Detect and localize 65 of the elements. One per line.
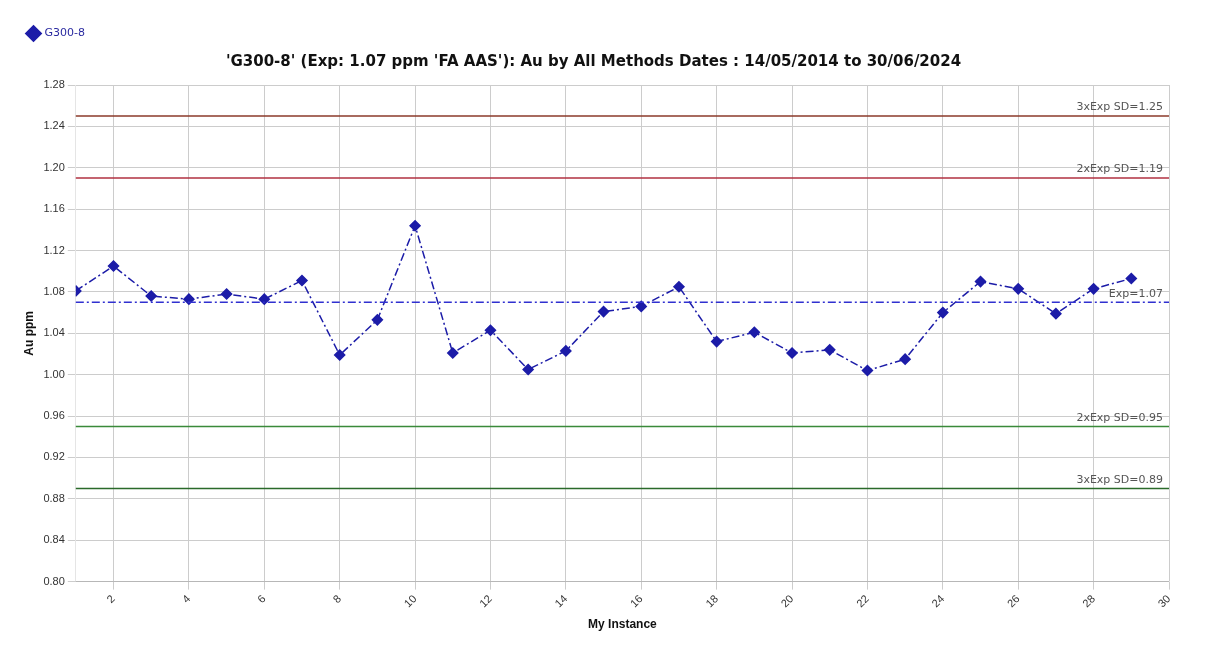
point [937, 306, 949, 319]
ref-line-label: 2xExp SD=0.95 [1076, 410, 1163, 424]
point [635, 300, 647, 313]
point [371, 314, 384, 326]
y-axis-title: Au ppm [21, 310, 36, 356]
point [1125, 272, 1138, 285]
point [710, 335, 723, 348]
point [107, 260, 120, 272]
point [861, 364, 874, 377]
x-tick-label: 28 [1080, 592, 1098, 610]
x-tick-label: 2 [104, 592, 118, 606]
legend-label: G300-8 [44, 26, 85, 40]
point [974, 275, 987, 288]
x-tick-label: 8 [330, 592, 344, 606]
y-tick-label: 1.00 [43, 367, 65, 380]
point [522, 363, 534, 376]
point [484, 324, 497, 336]
point [748, 326, 761, 339]
y-tick-label: 0.88 [43, 491, 65, 504]
y-tick-label: 0.92 [43, 450, 65, 463]
x-tick-label: 24 [929, 592, 947, 610]
point [220, 288, 233, 300]
x-tick-label: 4 [179, 592, 193, 606]
point [786, 347, 798, 359]
point [296, 274, 308, 287]
x-tick-label: 14 [552, 592, 570, 610]
y-tick-label: 1.28 [43, 78, 65, 91]
point [258, 293, 271, 305]
point [447, 347, 459, 359]
y-tick-label: 0.96 [43, 409, 65, 422]
ref-line-label: 2xExp SD=1.19 [1076, 162, 1163, 176]
y-tick-label: 1.24 [43, 119, 65, 132]
x-tick-label: 18 [703, 592, 721, 610]
x-tick-label: 30 [1155, 592, 1173, 610]
x-tick-label: 10 [401, 592, 419, 610]
y-tick-label: 0.84 [43, 533, 65, 546]
point [1012, 283, 1024, 295]
point [597, 305, 610, 318]
point [145, 290, 157, 302]
point [823, 344, 836, 356]
point [560, 345, 572, 357]
point [409, 219, 421, 232]
ref-line-label: 3xExp SD=0.89 [1076, 472, 1163, 486]
x-axis-title: My Instance [588, 617, 658, 632]
x-tick-label: 22 [853, 592, 871, 610]
point [1050, 307, 1062, 320]
y-tick-label: 1.04 [43, 326, 65, 339]
ref-line-label: 3xExp SD=1.25 [1076, 100, 1163, 114]
x-tick-label: 20 [778, 592, 796, 610]
point [673, 281, 685, 293]
y-tick-label: 1.20 [43, 160, 65, 173]
x-tick-label: 16 [627, 592, 645, 610]
point [1087, 283, 1100, 295]
x-tick-label: 26 [1004, 592, 1022, 610]
point [333, 349, 346, 361]
point [183, 293, 195, 305]
ref-line-label: Exp=1.07 [1108, 286, 1163, 300]
chart-title: 'G300-8' (Exp: 1.07 ppm 'FA AAS'): Au by All Methods Dates : 14/05/2014 to 30/06/2024 [225, 51, 962, 70]
x-tick-label: 12 [476, 592, 495, 610]
y-tick-label: 1.08 [43, 284, 65, 297]
point [899, 353, 911, 365]
y-tick-label: 0.80 [43, 574, 65, 587]
x-tick-label: 6 [255, 592, 268, 606]
y-tick-label: 1.12 [43, 243, 65, 256]
y-tick-label: 1.16 [43, 202, 65, 215]
